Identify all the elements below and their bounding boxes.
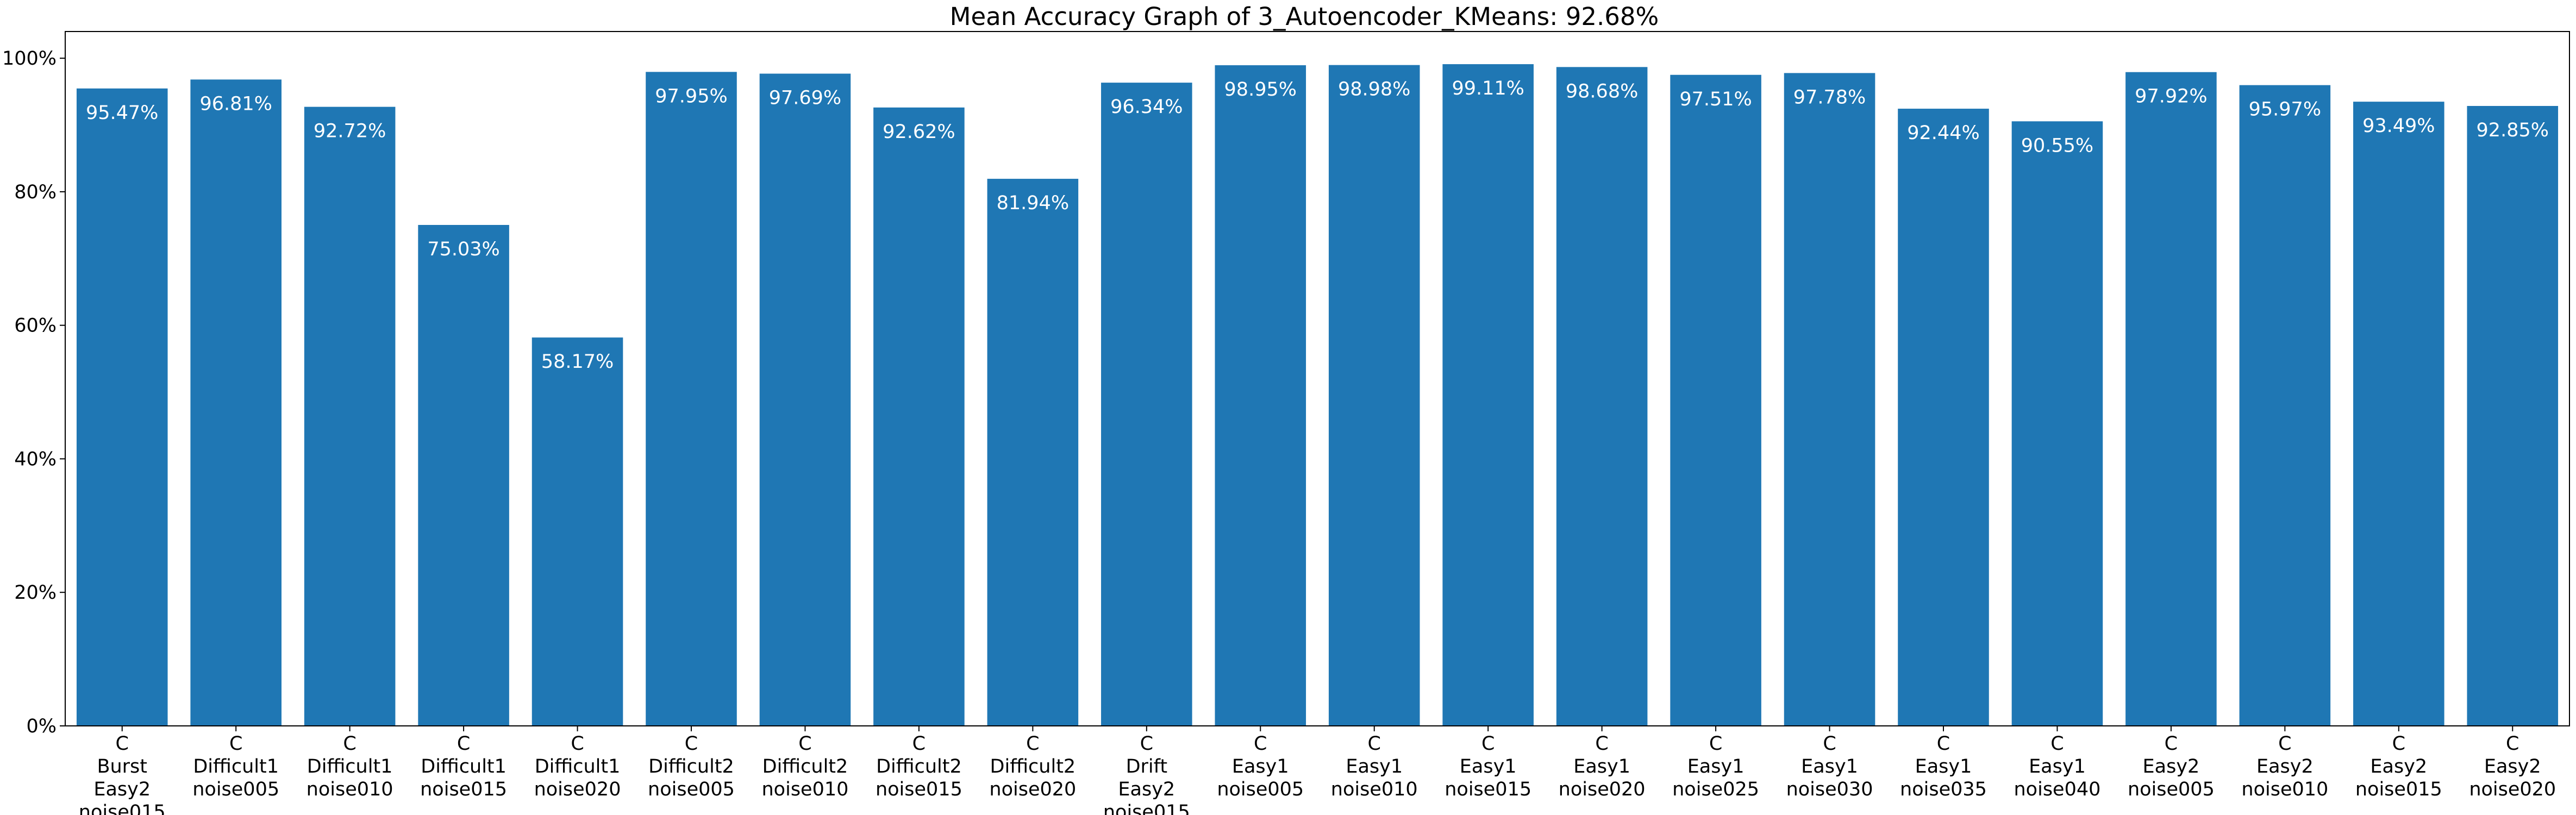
bar [76, 88, 168, 726]
bar-data-label: 93.49% [2362, 115, 2435, 137]
bar-data-label: 98.68% [1566, 80, 1638, 102]
bar-data-label: 97.78% [1793, 86, 1866, 108]
bar-data-label: 96.81% [199, 93, 272, 115]
x-tick-label: C Easy2 noise015 [2355, 733, 2442, 800]
bar-data-label: 99.11% [1452, 78, 1524, 99]
bar [1328, 65, 1420, 726]
x-tick-label: C Difficult2 noise005 [648, 733, 735, 800]
bar [1442, 64, 1534, 726]
bar [759, 73, 851, 726]
bar-series [76, 64, 2559, 726]
plot-frame [65, 31, 2570, 726]
bar [2239, 85, 2331, 726]
bar [1898, 109, 1989, 726]
bar [2353, 102, 2444, 726]
x-tick-label: C Difficult1 noise010 [307, 733, 393, 800]
bar [1784, 73, 1875, 726]
y-tick-label: 60% [14, 315, 57, 337]
bar [1556, 67, 1648, 726]
bar [304, 106, 396, 726]
bar-data-label: 58.17% [541, 351, 614, 373]
y-tick-label: 100% [2, 48, 57, 70]
bar-data-label: 95.97% [2249, 99, 2321, 121]
bar-data-label: 98.95% [1224, 79, 1297, 101]
bar [2467, 106, 2559, 726]
x-tick-label: C Easy2 noise005 [2128, 733, 2215, 800]
y-axis: 0% 20% 40% 60% 80% 100% [2, 48, 65, 737]
bar [873, 107, 965, 726]
x-tick-label: C Difficult2 noise015 [876, 733, 962, 800]
bar-data-label: 90.55% [2021, 135, 2093, 156]
bar-data-label: 95.47% [86, 102, 158, 124]
bar [1670, 74, 1761, 726]
x-tick-label: C Difficult2 noise010 [762, 733, 849, 800]
bar [1101, 83, 1192, 726]
x-tick-label: C Burst Easy2 noise015 [79, 733, 166, 815]
bar [418, 224, 509, 726]
bar [532, 337, 623, 726]
bar-data-label: 97.92% [2135, 86, 2207, 108]
x-tick-label: C Drift Easy2 noise015 [1103, 733, 1190, 815]
bar-data-label: 92.62% [883, 121, 955, 143]
x-tick-label: C Easy1 noise030 [1786, 733, 1873, 800]
bar-data-label: 81.94% [997, 192, 1069, 214]
x-tick-label: C Difficult1 noise005 [192, 733, 279, 800]
x-tick-label: C Easy1 noise020 [1559, 733, 1646, 800]
bar [2011, 121, 2103, 726]
x-tick-label: C Difficult1 noise020 [534, 733, 621, 800]
x-tick-label: C Difficult1 noise015 [420, 733, 507, 800]
x-tick-label: C Easy1 noise005 [1217, 733, 1304, 800]
bar [2125, 72, 2217, 726]
bar-data-label: 97.69% [769, 87, 841, 109]
bar-data-label: 97.51% [1679, 89, 1752, 110]
x-tick-label: C Easy1 noise035 [1900, 733, 1987, 800]
bar [1215, 65, 1306, 726]
bar-data-label: 92.72% [314, 121, 386, 142]
x-tick-label: C Difficult2 noise020 [989, 733, 1076, 800]
bar-data-label: 92.85% [2477, 120, 2549, 141]
x-tick-label: C Easy1 noise040 [2014, 733, 2101, 800]
y-tick-label: 0% [26, 716, 57, 737]
bar-data-labels: 95.47% 96.81% 92.72% 75.03% 58.17% 97.95% 97.6… [86, 78, 2549, 373]
x-tick-label: C Easy1 noise015 [1445, 733, 1531, 800]
bar-data-label: 75.03% [427, 239, 499, 260]
chart-title: Mean Accuracy Graph of 3_Autoencoder_KMe… [950, 2, 1659, 31]
x-axis: C Burst Easy2 noise015 C Difficult1 noise005 C D… [79, 726, 2556, 815]
bar-data-label: 97.95% [655, 85, 727, 107]
y-tick-label: 80% [14, 181, 57, 203]
bar [190, 79, 282, 726]
bar-data-label: 98.98% [1338, 79, 1410, 101]
x-tick-label: C Easy1 noise025 [1672, 733, 1759, 800]
y-tick-label: 40% [14, 448, 57, 470]
bar-data-label: 96.34% [1110, 96, 1183, 118]
bar [987, 179, 1079, 726]
y-tick-label: 20% [14, 582, 57, 604]
x-tick-label: C Easy2 noise010 [2241, 733, 2328, 800]
bar-data-label: 92.44% [1907, 122, 1979, 144]
bar [646, 72, 737, 726]
x-tick-label: C Easy2 noise020 [2469, 733, 2556, 800]
x-tick-label: C Easy1 noise010 [1331, 733, 1418, 800]
